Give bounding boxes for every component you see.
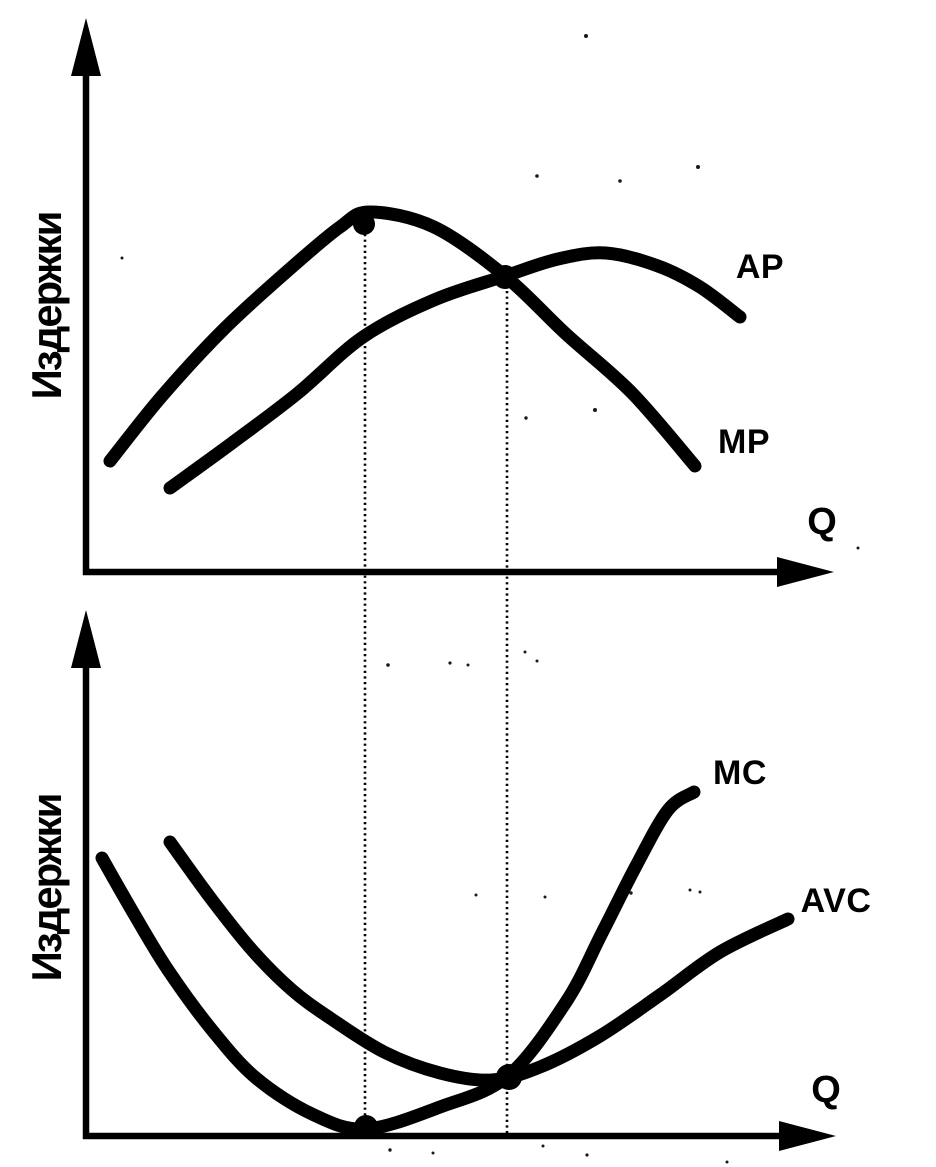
mc-curve: [95, 785, 701, 1136]
scan-speck: [698, 890, 702, 894]
scan-speck: [585, 1153, 589, 1157]
scan-speck: [856, 546, 860, 550]
scan-speck: [535, 174, 539, 178]
top-y-axis-label: Издержки: [23, 212, 70, 400]
mp-maximum-dot: [353, 213, 375, 235]
mc-curve-label: MC: [713, 754, 767, 792]
scan-speck: [524, 416, 528, 420]
scan-speck: [543, 895, 547, 899]
scan-speck: [431, 1151, 435, 1155]
scan-speck: [696, 165, 700, 169]
scan-speck: [618, 179, 622, 183]
avc-curve: [163, 835, 795, 1087]
scan-speck: [688, 888, 692, 892]
scan-speck: [386, 663, 390, 667]
mp-curve: [103, 205, 702, 473]
ap-curve-label: AP: [735, 248, 785, 286]
scan-speck: [593, 408, 597, 412]
scan-speck: [474, 893, 478, 897]
chart1-y-axis-arrowhead: [71, 18, 101, 76]
mp-curve-label: MP: [718, 423, 770, 461]
chart1-x-axis-arrowhead: [777, 557, 834, 587]
bottom-y-axis-label: Издержки: [23, 794, 70, 982]
chart2-x-axis-arrowhead: [779, 1121, 836, 1151]
scan-speck: [541, 1144, 545, 1148]
scan-speck: [523, 650, 527, 654]
scan-speck: [584, 34, 588, 38]
scan-speck: [448, 661, 452, 665]
scan-speck: [388, 1148, 392, 1152]
mc-minimum-dot: [354, 1115, 378, 1139]
scan-speck: [629, 891, 633, 895]
mc-avc-intersection-dot: [496, 1064, 522, 1090]
avc-curve-label: AVC: [800, 882, 872, 920]
bottom-x-axis-label: Q: [811, 1069, 841, 1111]
top-x-axis-label: Q: [807, 501, 837, 543]
chart2-y-axis-arrowhead: [71, 610, 101, 668]
ap-mp-intersection-dot: [493, 265, 517, 289]
scan-speck: [725, 1160, 729, 1164]
ap-curve: [163, 246, 747, 495]
scan-speck: [466, 663, 470, 667]
scan-speck: [120, 256, 124, 260]
scan-speck: [535, 659, 539, 663]
